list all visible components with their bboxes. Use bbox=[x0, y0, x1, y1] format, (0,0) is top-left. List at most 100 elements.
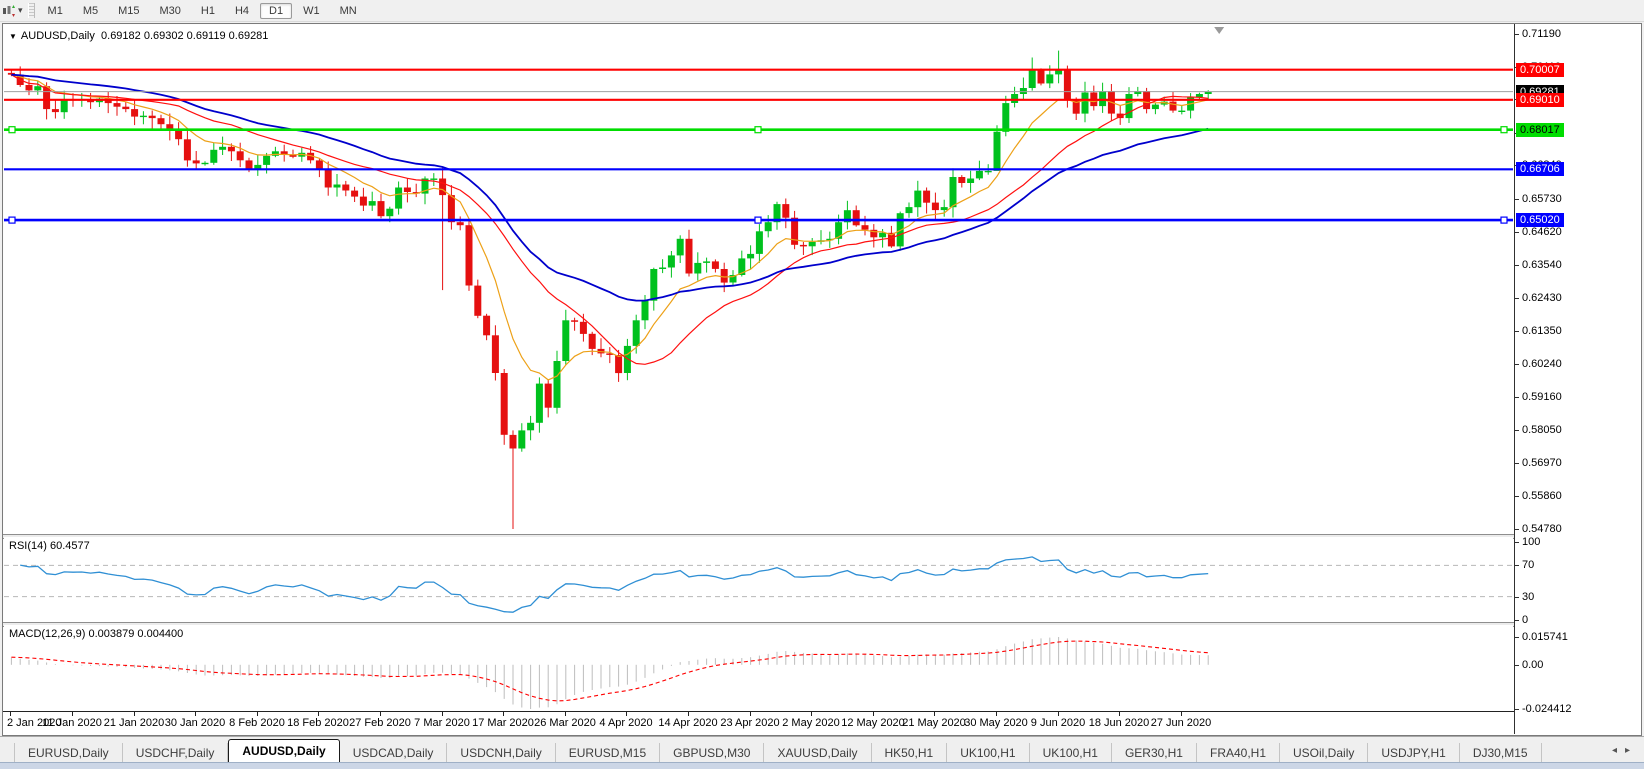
level-price-label[interactable]: 0.65020 bbox=[1516, 213, 1564, 227]
axis-tick-mark bbox=[1515, 529, 1519, 530]
axis-tick-mark bbox=[1515, 397, 1519, 398]
chart-tab-hk50-h1[interactable]: HK50,H1 bbox=[872, 743, 948, 763]
date-axis[interactable]: 2 Jan 2020 11 Jan 2020 21 Jan 2020 30 Jan 2… bbox=[3, 711, 1514, 735]
timeframe-button-mn[interactable]: MN bbox=[339, 4, 357, 17]
chart-tab-usdcnh-daily[interactable]: USDCNH,Daily bbox=[447, 743, 556, 763]
tab-scroll-left-icon[interactable]: ◂ bbox=[1611, 744, 1617, 756]
chart-tab-xauusd-daily[interactable]: XAUUSD,Daily bbox=[764, 743, 872, 763]
timeframe-button-h4[interactable]: H4 bbox=[234, 4, 250, 17]
date-tick-mark bbox=[626, 712, 627, 716]
timeframe-toolbar: ▾ M1 M5 M15 M30 H1 H4 D1 W1 MN bbox=[0, 0, 1644, 22]
level-price-label[interactable]: 0.70007 bbox=[1516, 63, 1564, 77]
chart-tab-usdcad-daily[interactable]: USDCAD,Daily bbox=[340, 743, 448, 763]
axis-tick-mark bbox=[1515, 620, 1519, 621]
macd-axis-tick: -0.024412 bbox=[1522, 703, 1572, 715]
date-label: 23 Apr 2020 bbox=[720, 717, 780, 729]
timeframe-buttons: M1 M5 M15 M30 H1 H4 D1 W1 MN bbox=[38, 2, 367, 19]
chart-tab-dj30-m15[interactable]: DJ30,M15 bbox=[1460, 743, 1542, 763]
price-chart-panel[interactable]: ▼ AUDUSD,Daily 0.69182 0.69302 0.69119 0.… bbox=[4, 25, 1513, 534]
chart-tab-usoil-daily[interactable]: USOil,Daily bbox=[1280, 743, 1369, 763]
chart-symbol-timeframe: AUDUSD,Daily bbox=[20, 30, 95, 42]
chart-tab-gbpusd-m30[interactable]: GBPUSD,M30 bbox=[660, 743, 765, 763]
timeframe-button-m5[interactable]: M5 bbox=[82, 4, 99, 17]
chart-tab-ger30-h1[interactable]: GER30,H1 bbox=[1112, 743, 1197, 763]
axis-tick-mark bbox=[1515, 665, 1519, 666]
macd-axis-tick: 0.015741 bbox=[1522, 631, 1568, 643]
chart-type-icon[interactable] bbox=[0, 3, 18, 19]
axis-tick-mark bbox=[1515, 34, 1519, 35]
axis-tick-mark bbox=[1515, 496, 1519, 497]
date-label: 17 Mar 2020 bbox=[472, 717, 534, 729]
price-axis-tick: 0.59160 bbox=[1522, 391, 1562, 403]
timeframe-button-m15[interactable]: M15 bbox=[118, 4, 140, 17]
date-tick-mark bbox=[873, 712, 874, 716]
date-tick-mark bbox=[934, 712, 935, 716]
chart-window: ▼ AUDUSD,Daily 0.69182 0.69302 0.69119 0.… bbox=[2, 23, 1642, 736]
price-axis-tick: 0.55860 bbox=[1522, 490, 1562, 502]
date-tick-mark bbox=[503, 712, 504, 716]
date-label: 7 Mar 2020 bbox=[414, 717, 470, 729]
date-label: 8 Feb 2020 bbox=[229, 717, 285, 729]
chart-tab-eurusd-daily[interactable]: EURUSD,Daily bbox=[14, 743, 123, 763]
date-tick-mark bbox=[1119, 712, 1120, 716]
price-axis-tick: 0.58050 bbox=[1522, 424, 1562, 436]
date-label: 4 Apr 2020 bbox=[599, 717, 653, 729]
chart-tab-eurusd-m15[interactable]: EURUSD,M15 bbox=[556, 743, 661, 763]
price-axis-tick: 0.65730 bbox=[1522, 193, 1562, 205]
date-label: 27 Jun 2020 bbox=[1150, 717, 1212, 729]
date-tick-mark bbox=[688, 712, 689, 716]
axis-tick-mark bbox=[1515, 298, 1519, 299]
rsi-axis-tick: 30 bbox=[1522, 591, 1535, 603]
chart-dropdown-icon[interactable]: ▼ bbox=[9, 32, 17, 41]
macd-axis-tick: 0.00 bbox=[1522, 659, 1544, 671]
date-label: 11 Jan 2020 bbox=[42, 717, 102, 729]
date-label: 14 Apr 2020 bbox=[658, 717, 718, 729]
timeframe-button-d1[interactable]: D1 bbox=[260, 2, 293, 19]
chart-title: ▼ AUDUSD,Daily 0.69182 0.69302 0.69119 0.… bbox=[9, 30, 268, 42]
chart-type-glyph bbox=[3, 4, 15, 17]
date-tick-mark bbox=[750, 712, 751, 716]
date-tick-mark bbox=[442, 712, 443, 716]
chart-type-dropdown-caret[interactable]: ▾ bbox=[18, 5, 23, 15]
chart-tab-usdchf-daily[interactable]: USDCHF,Daily bbox=[123, 743, 229, 763]
macd-indicator-label: MACD(12,26,9) 0.003879 0.004400 bbox=[9, 628, 184, 640]
axis-tick-mark bbox=[1515, 565, 1519, 566]
timeframe-button-m30[interactable]: M30 bbox=[159, 4, 181, 17]
rsi-axis-tick: 70 bbox=[1522, 559, 1535, 571]
chart-tab-uk100-h1[interactable]: UK100,H1 bbox=[947, 743, 1030, 763]
timeframe-button-m1[interactable]: M1 bbox=[47, 4, 63, 17]
chart-tab-uk100-h1[interactable]: UK100,H1 bbox=[1030, 743, 1112, 763]
status-strip bbox=[0, 762, 1644, 769]
toolbar-grip[interactable] bbox=[27, 3, 35, 18]
level-price-label[interactable]: 0.69010 bbox=[1516, 93, 1564, 107]
chart-tab-usdjpy-h1[interactable]: USDJPY,H1 bbox=[1368, 743, 1460, 763]
date-tick-mark bbox=[996, 712, 997, 716]
level-price-label[interactable]: 0.68017 bbox=[1516, 123, 1564, 137]
price-axis-tick: 0.60240 bbox=[1522, 358, 1562, 370]
tab-scroll-right-icon[interactable]: ▸ bbox=[1624, 744, 1630, 756]
price-axis[interactable]: 0.711900.701100.690300.679200.668400.657… bbox=[1514, 24, 1641, 734]
price-axis-tick: 0.71190 bbox=[1522, 28, 1561, 40]
axis-tick-mark bbox=[1515, 265, 1519, 266]
date-label: 9 Jun 2020 bbox=[1030, 717, 1086, 729]
rsi-axis-tick: 100 bbox=[1522, 536, 1541, 548]
level-price-label[interactable]: 0.66706 bbox=[1516, 162, 1564, 176]
date-label: 30 Jan 2020 bbox=[164, 717, 226, 729]
date-label: 12 May 2020 bbox=[841, 717, 905, 729]
timeframe-button-w1[interactable]: W1 bbox=[303, 4, 320, 17]
price-axis-tick: 0.62430 bbox=[1522, 292, 1562, 304]
date-label: 30 May 2020 bbox=[964, 717, 1028, 729]
rsi-axis-tick: 0 bbox=[1522, 614, 1529, 626]
date-label: 18 Jun 2020 bbox=[1088, 717, 1150, 729]
chart-tab-fra40-h1[interactable]: FRA40,H1 bbox=[1197, 743, 1281, 763]
macd-panel[interactable]: MACD(12,26,9) 0.003879 0.004400 bbox=[4, 625, 1513, 711]
date-tick-mark bbox=[257, 712, 258, 716]
date-tick-mark bbox=[380, 712, 381, 716]
timeframe-button-h1[interactable]: H1 bbox=[200, 4, 215, 17]
rsi-panel[interactable]: RSI(14) 60.4577 bbox=[4, 537, 1513, 622]
date-label: 21 May 2020 bbox=[902, 717, 966, 729]
axis-tick-mark bbox=[1515, 463, 1519, 464]
chart-tabs: EURUSD,Daily USDCHF,Daily AUDUSD,Daily USDC… bbox=[14, 738, 1542, 763]
chart-tab-audusd-daily[interactable]: AUDUSD,Daily bbox=[228, 739, 340, 763]
